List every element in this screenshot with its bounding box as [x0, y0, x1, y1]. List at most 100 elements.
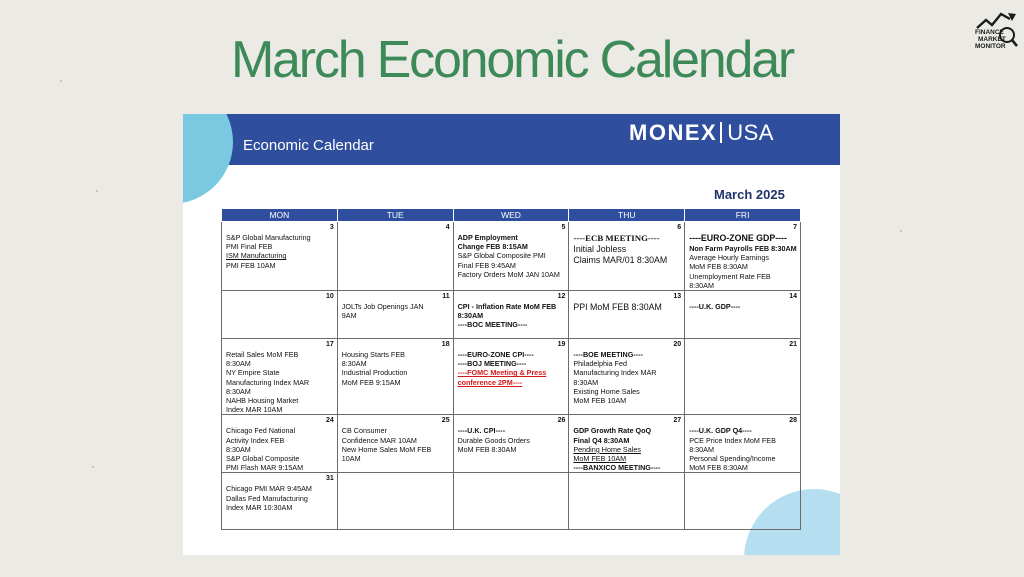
day-number: 4 [445, 224, 450, 231]
day-number: 19 [557, 341, 566, 349]
day-number: 21 [789, 341, 797, 349]
event-line: GDP Growth Rate QoQ [573, 426, 652, 436]
weekday-header-row: MON TUE WED THU FRI [221, 208, 801, 222]
day-number: 5 [561, 224, 566, 231]
calendar-day-cell: 4 [336, 220, 454, 292]
header-title: Economic Calendar [243, 137, 374, 154]
event-line: Manufacturing Index MAR [573, 368, 657, 378]
calendar-day-cell: 27 GDP Growth Rate QoQ Final Q4 8:30AM Pend… [568, 414, 686, 474]
event-line: 9AM [341, 311, 357, 321]
day-number: 31 [326, 475, 334, 483]
calendar-day-cell: 12 CPI - Inflation Rate MoM FEB 8:30AM ----… [452, 290, 570, 340]
background-speck [96, 190, 98, 192]
event-line: Durable Goods Orders [457, 435, 530, 445]
logo-line-2: MARKET [978, 36, 1006, 43]
calendar-day-cell: 25 CB Consumer Confidence MAR 10AM New Home… [336, 414, 454, 474]
calendar-day-cell: 11 JOLTs Job Openings JAN 9AM [336, 290, 454, 340]
event-line: ----U.K. CPI---- [457, 426, 506, 436]
day-number: 17 [326, 341, 334, 349]
event-line: 8:30AM [226, 386, 251, 396]
day-number: 11 [442, 293, 450, 301]
weekday-header: MON [221, 208, 338, 222]
card-header: Economic Calendar MONEX USA [183, 114, 840, 165]
event-line: 10AM [341, 454, 361, 464]
finance-market-monitor-logo: FINANCE MARKET MONITOR [974, 10, 1018, 50]
day-number: 27 [673, 417, 682, 425]
event-line: Factory Orders MoM JAN 10AM [457, 269, 560, 279]
event-line: Pending Home Sales [573, 444, 641, 454]
calendar-day-cell: 24 Chicago Fed National Activity Index FEB… [221, 414, 338, 474]
calendar-week-row: 10 11 JOLTs Job Openings JAN 9AM 12 CPI - Inf… [221, 290, 801, 340]
event-line: ----EURO-ZONE CPI---- [457, 350, 534, 360]
event-line: Unemployment Rate FEB 8:30AM [689, 271, 771, 290]
weekday-header: WED [452, 208, 570, 222]
event-line: NY Empire State [226, 368, 280, 378]
calendar-day-cell [684, 472, 801, 531]
event-line: ----BANXICO MEETING---- [573, 463, 661, 473]
event-line: ----ECB MEETING---- [573, 233, 660, 243]
event-line: conference 2PM---- [457, 377, 523, 387]
event-line: NAHB Housing Market [226, 396, 299, 406]
day-number: 28 [789, 417, 797, 425]
day-number: 13 [673, 293, 682, 301]
calendar-body: 3 S&P Global Manufacturing PMI Final FEB IS… [221, 220, 801, 531]
event-line: JOLTs Job Openings JAN [341, 302, 424, 312]
day-number: 12 [557, 293, 566, 301]
day-number: 25 [441, 417, 450, 425]
event-line: Industrial Production [341, 368, 408, 378]
calendar-day-cell: 7 ----EURO-ZONE GDP---- Non Farm Payrolls … [684, 220, 801, 292]
calendar-day-cell: 20 ----BOE MEETING---- Philadelphia Fed Man… [568, 338, 686, 416]
event-line: Existing Home Sales [573, 386, 640, 396]
event-line: PCE Price Index MoM FEB [689, 435, 776, 445]
calendar-week-row: 31 Chicago PMI MAR 9:45AM Dallas Fed Manuf… [221, 472, 801, 531]
calendar-day-cell: 5 ADP Employment Change FEB 8:15AM S&P Glob… [452, 220, 570, 292]
day-number: 10 [326, 293, 334, 301]
calendar-week-row: 3 S&P Global Manufacturing PMI Final FEB IS… [221, 220, 801, 292]
calendar-card: Economic Calendar MONEX USA March 2025 MO… [183, 114, 840, 555]
event-line: 8:30AM [689, 444, 714, 454]
event-line: MoM FEB 8:30AM [457, 444, 517, 454]
event-line: MoM FEB 10AM [573, 454, 627, 464]
event-line: 8:30AM [226, 444, 251, 454]
day-number: 20 [673, 341, 682, 349]
event-line: Confidence MAR 10AM [341, 435, 417, 445]
event-line: ----BOJ MEETING---- [457, 359, 527, 369]
event-line: Average Hourly Earnings [689, 253, 769, 263]
weekday-header: FRI [684, 208, 801, 222]
event-line: Chicago PMI MAR 9:45AM [226, 484, 312, 494]
calendar-day-cell: 17 Retail Sales MoM FEB 8:30AM NY Empire St… [221, 338, 338, 416]
event-line: PMI Flash MAR 9:15AM [226, 463, 304, 473]
calendar-day-cell: 26 ----U.K. CPI---- Durable Goods Orders Mo… [452, 414, 570, 474]
monex-usa-logo: MONEX USA [629, 120, 774, 146]
calendar-day-cell: 19 ----EURO-ZONE CPI---- ----BOJ MEETING--… [452, 338, 570, 416]
day-number: 14 [789, 293, 797, 301]
event-line: MoM FEB 8:30AM [689, 262, 748, 272]
calendar-day-cell: 31 Chicago PMI MAR 9:45AM Dallas Fed Manuf… [221, 472, 338, 531]
event-line: Philadelphia Fed [573, 359, 627, 369]
event-line: ----EURO-ZONE GDP---- [689, 233, 787, 243]
month-label: March 2025 [714, 187, 785, 202]
event-line: CB Consumer [341, 426, 387, 436]
event-line: MoM FEB 8:30AM [689, 463, 748, 473]
brand-divider [720, 122, 723, 143]
event-line: ----U.K. GDP---- [689, 302, 741, 312]
day-number: 18 [441, 341, 450, 349]
decorative-circle [183, 114, 233, 204]
event-line: ----BOE MEETING---- [573, 350, 643, 360]
brand-suffix: USA [727, 120, 774, 145]
page-title: March Economic Calendar [230, 31, 795, 89]
event-line: Non Farm Payrolls FEB 8:30AM [689, 244, 797, 253]
event-line: 8:30AM [341, 359, 367, 369]
event-line: Index MAR 10AM [226, 405, 283, 415]
event-line: ADP Employment [457, 233, 518, 242]
weekday-header: THU [568, 208, 686, 222]
event-line: Manufacturing Index MAR [226, 377, 310, 387]
logo-line-3: MONITOR [975, 43, 1006, 50]
calendar-day-cell [568, 472, 686, 531]
event-line: S&P Global Composite PMI [457, 251, 546, 261]
calendar-day-cell: 6 ----ECB MEETING---- Initial Jobless Claim… [568, 220, 686, 292]
event-line: S&P Global Manufacturing [226, 233, 311, 242]
event-line: Chicago Fed National [226, 426, 296, 436]
event-line: MoM FEB 10AM [573, 396, 627, 406]
